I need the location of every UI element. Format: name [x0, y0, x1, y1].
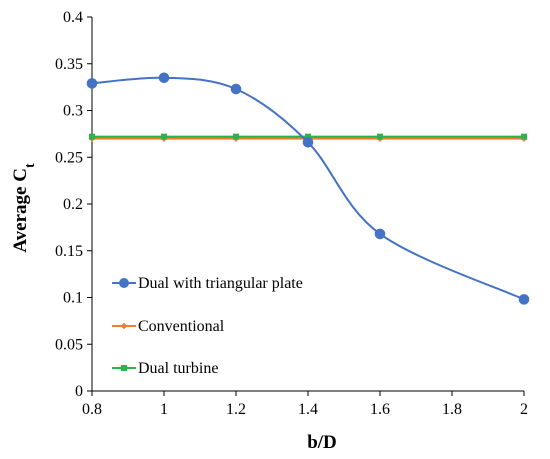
y-axis-title: Average Ct [10, 163, 38, 253]
data-point [377, 133, 383, 140]
data-point [518, 294, 530, 305]
legend-item: Conventional [112, 318, 225, 335]
y-axis-title-subscript: t [23, 163, 38, 168]
x-axis-title: b/D [307, 432, 337, 453]
series-2 [89, 133, 527, 140]
y-tick-label: 0 [75, 383, 83, 400]
y-tick-label: 0.1 [63, 290, 83, 307]
data-point [158, 72, 170, 84]
legend-item: Dual turbine [112, 360, 218, 377]
x-tick-label: 1 [160, 401, 168, 418]
legend-label: Conventional [138, 318, 225, 335]
x-tick-label: 1.2 [226, 401, 246, 418]
tick-labels: 0 0.05 0.1 0.15 0.2 0.25 0.3 0.35 0.4 0.8 1 1.2 1.4 1… [55, 9, 528, 418]
y-tick-label: 0.4 [63, 9, 83, 26]
data-point [230, 83, 242, 95]
data-point [521, 133, 527, 140]
x-tick-label: 2 [520, 401, 528, 418]
x-tick-label: 1.6 [370, 401, 390, 418]
data-point [233, 133, 239, 140]
series-layer [86, 72, 530, 305]
legend-swatch-marker [121, 365, 127, 371]
legend: Dual with triangular plate Conventional Du… [112, 275, 303, 377]
y-tick-label: 0.3 [63, 103, 83, 120]
data-point [86, 78, 98, 89]
series-0 [86, 72, 530, 305]
legend-item: Dual with triangular plate [112, 275, 303, 292]
legend-swatch-marker [119, 278, 129, 288]
data-point [161, 133, 167, 140]
x-tick-label: 1.4 [298, 401, 318, 418]
data-point [89, 133, 95, 140]
legend-label: Dual turbine [138, 360, 218, 377]
y-tick-label: 0.2 [63, 196, 83, 213]
data-point [302, 136, 314, 148]
data-point [374, 228, 386, 240]
y-tick-label: 0.35 [55, 56, 83, 73]
y-tick-label: 0.25 [55, 149, 83, 166]
y-tick-label: 0.15 [55, 243, 83, 260]
legend-label: Dual with triangular plate [138, 275, 303, 292]
y-axis-title-main: Average C [10, 168, 31, 253]
legend-swatch-marker [120, 322, 128, 330]
x-tick-label: 0.8 [82, 401, 102, 418]
data-point [305, 133, 311, 140]
x-tick-label: 1.8 [442, 401, 462, 418]
series-line [91, 76, 525, 301]
y-tick-label: 0.05 [55, 336, 83, 353]
